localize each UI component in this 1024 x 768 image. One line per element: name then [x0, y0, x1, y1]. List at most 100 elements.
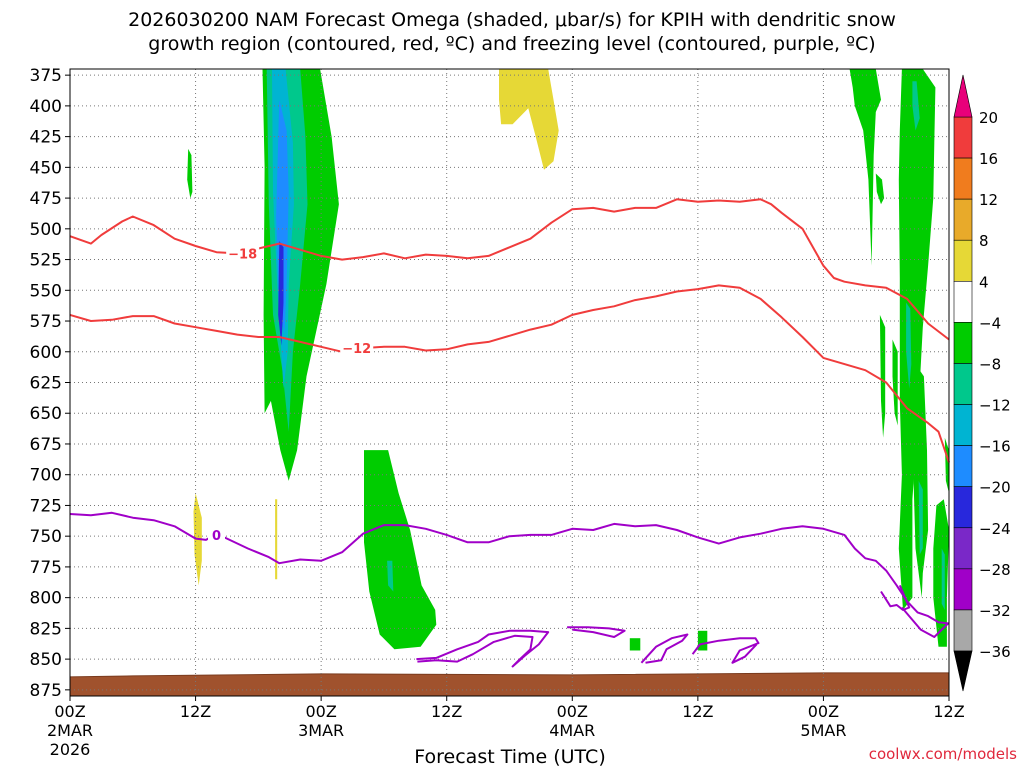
omega-region-13 [849, 69, 881, 266]
omega-region-19 [906, 302, 912, 389]
x-tick-date-4: 4MAR [549, 721, 595, 740]
y-tick-label-750: 750 [30, 527, 62, 547]
y-tick-label-725: 725 [30, 496, 62, 516]
colorbar-bin--36 [953, 609, 973, 652]
omega-region-11 [629, 638, 641, 651]
colorbar-bin--8 [953, 322, 973, 364]
x-tick-label-3: 12Z [431, 702, 462, 721]
colorbar-bin--16 [953, 404, 973, 446]
colorbar-label-1: 16 [979, 150, 998, 168]
y-tick-label-675: 675 [30, 435, 62, 455]
x-tick-label-2: 00Z [305, 702, 336, 721]
dgz-contour-label-bg-1 [340, 341, 374, 356]
y-tick-label-650: 650 [30, 404, 62, 424]
colorbar-bin--20 [953, 445, 973, 487]
dgz-contour-label-bg-0 [226, 246, 260, 261]
colorbar-bin--32 [953, 568, 973, 611]
x-tick-year-0: 2026 [50, 740, 91, 759]
y-tick-label-825: 825 [30, 619, 62, 639]
omega-region-7 [275, 499, 278, 580]
y-axis: 375 400 425 450 475 500 525 550 575 600 625 650 675 7… [30, 66, 70, 701]
dgz-contour-0 [69, 198, 950, 341]
ground-surface [69, 672, 950, 697]
y-tick-label-450: 450 [30, 158, 62, 178]
colorbar-label-2: 12 [979, 191, 998, 209]
y-tick-label-600: 600 [30, 343, 62, 363]
x-tick-label-4: 00Z [557, 702, 588, 721]
freezing-contour-4 [567, 626, 626, 638]
colorbar-bin--12 [953, 363, 973, 405]
y-tick-label-775: 775 [30, 558, 62, 578]
y-tick-label-525: 525 [30, 251, 62, 271]
colorbar-bin-8 [953, 198, 973, 241]
colorbar-bin--28 [953, 527, 973, 570]
colorbar-label-7: −12 [979, 397, 1011, 415]
freezing-contour-6 [691, 637, 760, 664]
dgz-contour-label-0: −18 [228, 247, 257, 262]
colorbar-label-5: −4 [979, 314, 1001, 332]
freezing-contour-2 [901, 606, 949, 638]
y-tick-label-400: 400 [30, 97, 62, 117]
y-tick-label-475: 475 [30, 189, 62, 209]
y-tick-label-550: 550 [30, 281, 62, 301]
colorbar-label-9: −20 [979, 479, 1011, 497]
omega-region-5 [187, 148, 193, 199]
y-tick-label-625: 625 [30, 374, 62, 394]
omega-region-12 [697, 630, 708, 651]
colorbar-label-11: −28 [979, 561, 1011, 579]
chart-title-line1: 2026030200 NAM Forecast Omega (shaded, μ… [128, 9, 896, 31]
dgz-contour-label-1: −12 [342, 342, 371, 357]
freezing-contour-5 [640, 633, 689, 664]
x-tick-label-6: 00Z [808, 702, 839, 721]
colorbar-label-8: −16 [979, 438, 1011, 456]
y-tick-label-700: 700 [30, 466, 62, 486]
y-tick-label-425: 425 [30, 128, 62, 148]
colorbar-label-12: −32 [979, 602, 1011, 620]
y-tick-label-875: 875 [30, 681, 62, 701]
freezing-contour-label-0: 0 [212, 529, 221, 544]
y-tick-label-500: 500 [30, 220, 62, 240]
freezing-contour-label-bg-0 [208, 527, 225, 542]
omega-region-21 [918, 480, 923, 555]
colorbar-bin-16 [953, 116, 973, 159]
omega-region-17 [892, 339, 898, 426]
x-tick-label-1: 12Z [180, 702, 211, 721]
omega-region-8 [499, 69, 559, 170]
x-tick-label-5: 12Z [682, 702, 713, 721]
plot-background [70, 69, 949, 696]
colorbar-label-3: 8 [979, 232, 989, 250]
colorbar-bin-4 [953, 239, 973, 282]
colorbar-bin--24 [953, 486, 973, 529]
omega-region-20 [913, 364, 929, 598]
x-tick-label-7: 12Z [933, 702, 964, 721]
credit-text: coolwx.com/models [869, 745, 1017, 763]
omega-region-16 [879, 314, 886, 438]
colorbar: 20 16 12 8 4 −4 −8 −12 −16 −20 −24 −28 −32 −36 [953, 74, 1011, 692]
colorbar-label-0: 20 [979, 109, 998, 127]
omega-region-9 [364, 450, 437, 650]
colorbar-label-4: 4 [979, 273, 989, 291]
omega-region-22 [933, 499, 949, 647]
omega-region-18 [912, 81, 920, 131]
x-tick-date-6: 5MAR [800, 721, 846, 740]
y-tick-label-375: 375 [30, 66, 62, 86]
omega-region-4 [278, 241, 284, 346]
colorbar-min-arrow [953, 650, 973, 692]
colorbar-bin-12 [953, 157, 973, 200]
y-tick-label-800: 800 [30, 589, 62, 609]
x-tick-label-0: 00Z [54, 702, 85, 721]
colorbar-label-10: −24 [979, 520, 1011, 538]
x-axis-label: Forecast Time (UTC) [414, 746, 605, 768]
freezing-contour-3 [416, 629, 550, 668]
omega-region-10 [387, 560, 394, 592]
omega-region-15 [898, 69, 936, 610]
y-tick-label-575: 575 [30, 312, 62, 332]
dgz-contour-1 [69, 284, 950, 463]
plot-area: −18 −12 0 [69, 68, 950, 697]
x-tick-date-0: 2MAR [47, 721, 93, 740]
x-tick-date-2: 3MAR [298, 721, 344, 740]
colorbar-bin--4 [953, 281, 973, 323]
colorbar-max-arrow [953, 74, 973, 118]
